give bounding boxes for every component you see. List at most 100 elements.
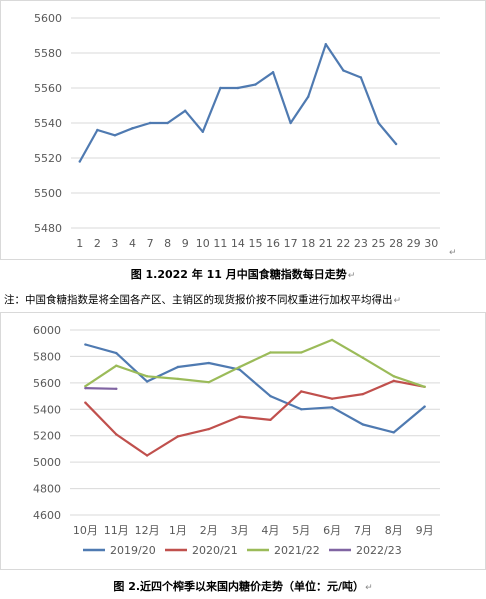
x-tick-label: 8	[164, 237, 171, 250]
legend-label-2021-22: 2021/22	[274, 544, 320, 557]
y-tick-label: 5540	[34, 117, 62, 130]
data-point-2021-22	[176, 377, 180, 381]
data-point-index	[96, 128, 99, 132]
data-point-2019-20	[423, 405, 426, 408]
data-point-index	[377, 121, 380, 125]
data-point-2020-21	[207, 427, 210, 431]
paragraph-mark: ↵	[393, 296, 402, 306]
data-point-index	[324, 43, 327, 46]
chart-note: 注：中国食糖指数是将全国各产区、主销区的现货报价按不同权重进行加权平均得出↵	[4, 292, 401, 307]
data-point-index	[394, 142, 398, 146]
x-tick-label: 8月	[385, 524, 403, 537]
data-point-index	[359, 76, 363, 79]
data-point-2019-20	[115, 351, 118, 355]
x-tick-label: 11月	[104, 524, 129, 537]
x-tick-label: 3	[111, 237, 118, 250]
data-point-2020-21	[145, 454, 149, 457]
data-point-2022-23	[84, 386, 87, 390]
x-tick-label: 2月	[200, 524, 218, 537]
data-point-2021-22	[330, 338, 334, 342]
x-tick-label: 28	[389, 237, 403, 250]
chart-2-seasonal-sugar-price: 4600 4800 5000 5200 5400 5600 5800 6000 10月 11月 12…	[0, 312, 486, 570]
data-point-2021-22	[423, 385, 426, 389]
data-point-2020-21	[300, 390, 303, 393]
x-tick-label: 25	[372, 237, 386, 250]
y-tick-label: 5580	[34, 47, 62, 60]
x-tick-label: 10	[196, 237, 210, 250]
y-tick-label: 5560	[34, 82, 62, 95]
legend-label-2019-20: 2019/20	[110, 544, 156, 557]
x-tick-label: 9月	[416, 524, 434, 537]
series-line-2022-23	[84, 387, 118, 390]
y-tick-label: 5600	[34, 12, 62, 25]
y-tick-label: 4800	[33, 483, 61, 496]
figure-1-caption-text: 图 1.2022 年 11 月中国食糖指数每日走势	[130, 268, 347, 281]
x-tick-label: 29	[407, 237, 421, 250]
x-tick-label: 3月	[231, 524, 249, 537]
paragraph-mark: ↵	[449, 248, 457, 258]
data-point-index	[307, 95, 310, 98]
y-tick-label: 5600	[33, 377, 61, 390]
data-point-2020-21	[269, 418, 272, 422]
data-point-2021-22	[269, 351, 272, 354]
y-tick-label: 5520	[34, 152, 62, 165]
data-point-2019-20	[145, 380, 149, 383]
x-tick-label: 15	[249, 237, 263, 250]
x-tick-label: 17	[284, 237, 298, 250]
data-point-2020-21	[84, 401, 87, 404]
data-point-2021-22	[145, 375, 149, 378]
x-tick-label: 4	[129, 237, 136, 250]
figure-1-caption: 图 1.2022 年 11 月中国食糖指数每日走势↵	[0, 266, 486, 282]
x-tick-label: 5月	[292, 524, 310, 537]
data-point-2019-20	[238, 368, 241, 371]
data-point-2021-22	[392, 375, 395, 378]
data-point-2021-22	[238, 365, 241, 369]
data-point-index	[78, 160, 81, 163]
legend-label-2022-23: 2022/23	[356, 544, 402, 557]
chart-2-svg: 4600 4800 5000 5200 5400 5600 5800 6000 10月 11月 12…	[0, 312, 486, 570]
data-point-2019-20	[207, 361, 210, 365]
x-tick-label: 30	[424, 237, 438, 250]
figure-2-caption-text: 图 2.近四个榨季以来国内糖价走势（单位：元/吨）	[113, 580, 365, 593]
x-tick-label: 7月	[354, 524, 372, 537]
data-point-2019-20	[269, 394, 272, 398]
x-tick-label: 7	[147, 237, 154, 250]
y-tick-label: 5500	[34, 187, 62, 200]
x-tick-label: 10月	[73, 524, 98, 537]
data-point-2019-20	[84, 343, 87, 346]
data-point-index	[219, 86, 222, 90]
data-point-2020-21	[330, 397, 334, 400]
data-point-2021-22	[300, 351, 303, 354]
data-point-index	[184, 109, 187, 112]
series-line-2019-20	[84, 343, 426, 434]
x-tick-label: 4月	[261, 524, 279, 537]
x-tick-label: 18	[301, 237, 315, 250]
y-tick-label: 5000	[33, 456, 61, 469]
x-tick-label: 1	[76, 237, 83, 250]
data-point-index	[148, 121, 152, 125]
data-point-2022-23	[115, 387, 118, 391]
x-tick-label: 22	[336, 237, 350, 250]
data-point-index	[254, 83, 257, 86]
data-point-index	[166, 121, 169, 125]
data-point-2019-20	[361, 423, 365, 426]
y-tick-label: 5200	[33, 430, 61, 443]
data-point-index	[131, 127, 134, 130]
data-point-index	[271, 71, 275, 74]
y-tick-label: 5400	[33, 403, 61, 416]
paragraph-mark: ↵	[365, 583, 373, 593]
x-tick-label: 14	[231, 237, 245, 250]
x-tick-label: 11	[213, 237, 227, 250]
figure-2-caption: 图 2.近四个榨季以来国内糖价走势（单位：元/吨）↵	[0, 578, 486, 594]
data-point-index	[236, 86, 240, 90]
x-tick-label: 21	[319, 237, 333, 250]
x-tick-label: 2	[94, 237, 101, 250]
y-tick-label: 5480	[34, 222, 62, 235]
data-point-2021-22	[207, 380, 210, 384]
y-tick-label: 5800	[33, 350, 61, 363]
y-tick-label: 4600	[33, 509, 61, 522]
chart-1-daily-sugar-index: 5480 5500 5520 5540 5560 5580 5600 1 2 3 4 7 8 9 10 11 1…	[0, 0, 486, 260]
data-point-2021-22	[115, 364, 118, 367]
x-tick-label: 1月	[169, 524, 187, 537]
